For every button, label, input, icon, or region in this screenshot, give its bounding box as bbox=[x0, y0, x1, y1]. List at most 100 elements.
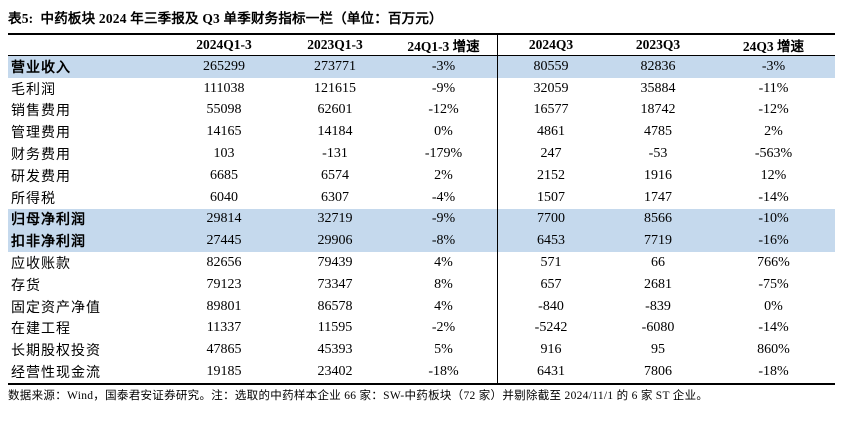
cell-value: -9% bbox=[431, 80, 456, 96]
cell-value: -840 bbox=[497, 295, 604, 318]
cell-value: 6040 bbox=[210, 189, 238, 205]
table-row: 归母净利润 29814 32719 -9% 7700 8566 -10% bbox=[8, 208, 835, 231]
cell-value: -2% bbox=[431, 320, 456, 336]
cell-value: 121615 bbox=[314, 80, 356, 96]
row-label: 财务费用 bbox=[11, 148, 71, 164]
cell-value: 5% bbox=[434, 342, 453, 358]
table-row: 毛利润 111038 121615 -9% 32059 35884 -11% bbox=[8, 77, 835, 100]
cell-value: 62601 bbox=[317, 102, 353, 118]
row-label: 营业收入 bbox=[11, 60, 71, 76]
row-label: 销售费用 bbox=[11, 104, 71, 120]
cell-value: 6431 bbox=[497, 361, 604, 383]
cell-value: 86578 bbox=[317, 298, 353, 314]
cell-value: 657 bbox=[497, 273, 604, 296]
table-header-row: 2024Q1-3 2023Q1-3 24Q1-3 增速 2024Q3 2023Q3 24Q… bbox=[8, 35, 835, 56]
cell-value: 2681 bbox=[644, 276, 672, 292]
cell-value: -14% bbox=[758, 320, 789, 336]
cell-value: -8% bbox=[431, 233, 456, 249]
cell-value: 0% bbox=[764, 298, 783, 314]
table-row: 扣非净利润 27445 29906 -8% 6453 7719 -16% bbox=[8, 230, 835, 253]
cell-value: 247 bbox=[497, 143, 604, 165]
cell-value: -131 bbox=[322, 146, 348, 162]
cell-value: -53 bbox=[648, 146, 668, 162]
table-row: 管理费用 14165 14184 0% 4861 4785 2% bbox=[8, 121, 835, 144]
cell-value: 860% bbox=[757, 342, 790, 358]
table-row: 所得税 6040 6307 -4% 1507 1747 -14% bbox=[8, 186, 835, 209]
row-label: 存货 bbox=[11, 278, 41, 294]
cell-value: 55098 bbox=[206, 102, 242, 118]
cell-value: 6307 bbox=[321, 189, 349, 205]
cell-value: 7806 bbox=[644, 364, 672, 380]
cell-value: 2152 bbox=[497, 164, 604, 187]
table-row: 营业收入 265299 273771 -3% 80559 82836 -3% bbox=[8, 56, 835, 78]
source-note: 数据来源：Wind，国泰君安证券研究。注：选取的中药样本企业 66 家：SW-中… bbox=[8, 389, 709, 402]
row-label-column-header bbox=[8, 35, 168, 55]
cell-value: 73347 bbox=[317, 276, 353, 292]
cell-value: 23402 bbox=[317, 364, 353, 380]
table-row: 存货 79123 73347 8% 657 2681 -75% bbox=[8, 273, 835, 296]
cell-value: 11595 bbox=[317, 320, 353, 336]
cell-value: 79123 bbox=[206, 276, 242, 292]
cell-value: 6453 bbox=[497, 230, 604, 253]
row-label: 毛利润 bbox=[11, 82, 56, 98]
cell-value: 18742 bbox=[640, 102, 676, 118]
column-header: 2023Q3 bbox=[635, 37, 681, 52]
cell-value: 1507 bbox=[497, 186, 604, 209]
table-row: 销售费用 55098 62601 -12% 16577 18742 -12% bbox=[8, 99, 835, 122]
cell-value: -5242 bbox=[497, 317, 604, 340]
cell-value: 29906 bbox=[317, 233, 353, 249]
cell-value: 14184 bbox=[317, 124, 353, 140]
row-label: 应收账款 bbox=[11, 257, 71, 273]
cell-value: 35884 bbox=[640, 80, 676, 96]
table-row: 在建工程 11337 11595 -2% -5242 -6080 -14% bbox=[8, 317, 835, 340]
cell-value: 4% bbox=[434, 255, 453, 271]
cell-value: 265299 bbox=[203, 58, 245, 74]
cell-value: 16577 bbox=[497, 99, 604, 122]
cell-value: 29814 bbox=[206, 211, 242, 227]
cell-value: 47865 bbox=[206, 342, 242, 358]
cell-value: -9% bbox=[431, 211, 456, 227]
cell-value: -4% bbox=[431, 189, 456, 205]
row-label: 经营性现金流 bbox=[11, 366, 101, 382]
cell-value: 8566 bbox=[644, 211, 672, 227]
cell-value: 12% bbox=[760, 167, 787, 183]
cell-value: 7700 bbox=[497, 208, 604, 231]
table-row: 经营性现金流 19185 23402 -18% 6431 7806 -18% bbox=[8, 361, 835, 383]
cell-value: 766% bbox=[757, 255, 790, 271]
cell-value: -18% bbox=[428, 364, 459, 380]
cell-value: 4861 bbox=[497, 121, 604, 144]
cell-value: 6685 bbox=[210, 167, 238, 183]
cell-value: 8% bbox=[434, 276, 453, 292]
cell-value: 103 bbox=[213, 146, 235, 162]
cell-value: 916 bbox=[497, 339, 604, 362]
cell-value: 571 bbox=[497, 252, 604, 274]
cell-value: 32719 bbox=[317, 211, 353, 227]
row-label: 固定资产净值 bbox=[11, 300, 101, 316]
cell-value: 80559 bbox=[497, 56, 604, 78]
cell-value: 1916 bbox=[644, 167, 672, 183]
table-body: 营业收入 265299 273771 -3% 80559 82836 -3% 毛利润 11103… bbox=[8, 56, 835, 383]
row-label: 管理费用 bbox=[11, 126, 71, 142]
cell-value: 11337 bbox=[206, 320, 242, 336]
cell-value: -839 bbox=[645, 298, 671, 314]
row-label: 所得税 bbox=[11, 191, 56, 207]
table-row: 长期股权投资 47865 45393 5% 916 95 860% bbox=[8, 339, 835, 362]
cell-value: 111038 bbox=[203, 80, 245, 96]
cell-value: -16% bbox=[758, 233, 789, 249]
row-label: 在建工程 bbox=[11, 322, 71, 338]
cell-value: 82836 bbox=[640, 58, 676, 74]
column-header: 2023Q1-3 bbox=[307, 37, 363, 52]
cell-value: -14% bbox=[758, 189, 789, 205]
cell-value: -10% bbox=[758, 211, 789, 227]
cell-value: 27445 bbox=[206, 233, 242, 249]
table-row: 财务费用 103 -131 -179% 247 -53 -563% bbox=[8, 143, 835, 165]
cell-value: 273771 bbox=[314, 58, 356, 74]
table-row: 应收账款 82656 79439 4% 571 66 766% bbox=[8, 252, 835, 274]
cell-value: -18% bbox=[758, 364, 789, 380]
cell-value: 19185 bbox=[206, 364, 242, 380]
row-label: 长期股权投资 bbox=[11, 344, 101, 360]
cell-value: -6080 bbox=[641, 320, 675, 336]
cell-value: 7719 bbox=[644, 233, 672, 249]
cell-value: 2% bbox=[764, 124, 783, 140]
column-header: 24Q1-3 增速 bbox=[407, 39, 480, 54]
